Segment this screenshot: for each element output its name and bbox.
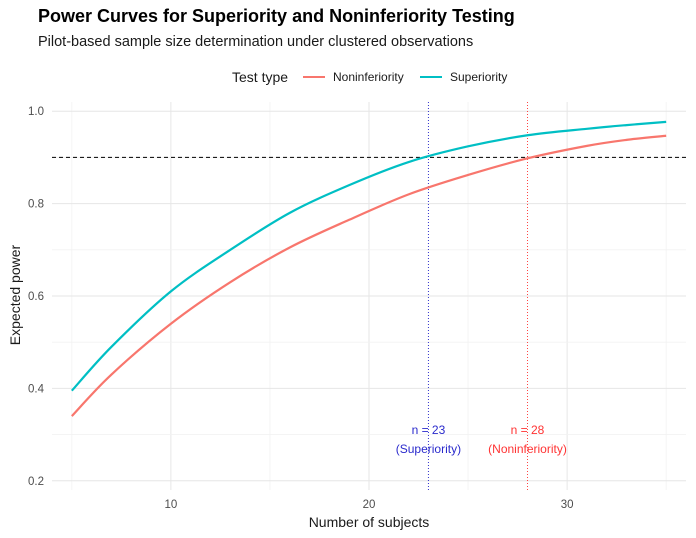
grid: [52, 102, 686, 490]
x-tick-label: 30: [561, 499, 574, 511]
legend-label-superiority: Superiority: [450, 70, 507, 84]
legend-title: Test type: [232, 69, 288, 85]
y-tick-label: 1.0: [28, 106, 44, 118]
series-lines: [70, 120, 667, 417]
legend-label-noninferiority: Noninferiority: [333, 70, 404, 84]
tick-labels: 10 20 30 0.2 0.4 0.6 0.8 1.0: [28, 106, 574, 511]
x-tick-label: 10: [164, 499, 177, 511]
reference-lines: [52, 102, 686, 490]
annotation-sample-size: n = 23: [412, 423, 446, 437]
y-axis-title: Expected power: [7, 244, 23, 345]
annotations: n = 23 (Superiority) n = 28 (Noninferiority…: [396, 423, 567, 456]
annotation-test-type: (Superiority): [396, 442, 461, 456]
series-line-noninferiority: [71, 134, 667, 417]
y-tick-label: 0.6: [28, 291, 44, 303]
x-tick-label: 20: [363, 499, 376, 511]
annotation-test-type: (Noninferiority): [488, 442, 567, 456]
legend: Test type Noninferiority Superiority: [232, 69, 507, 85]
y-tick-label: 0.2: [28, 476, 44, 488]
annotation-sample-size: n = 28: [511, 423, 545, 437]
y-tick-label: 0.4: [28, 383, 45, 395]
y-tick-label: 0.8: [28, 199, 44, 211]
chart-title: Power Curves for Superiority and Noninfe…: [38, 6, 515, 26]
series-line-superiority: [70, 120, 667, 392]
x-axis-title: Number of subjects: [309, 514, 430, 530]
chart-subtitle: Pilot-based sample size determination un…: [38, 34, 473, 50]
